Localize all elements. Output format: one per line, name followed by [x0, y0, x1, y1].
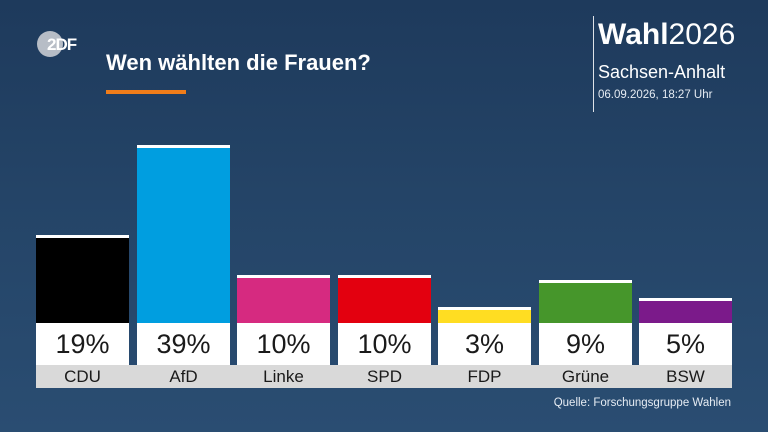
brand-year: 2026 [668, 18, 736, 51]
bar-cap-bsw [639, 298, 732, 301]
bar-linke [237, 278, 330, 323]
brand-divider [593, 16, 594, 112]
timestamp: 06.09.2026, 18:27 Uhr [598, 89, 713, 101]
category-label-cdu: CDU [36, 365, 129, 388]
title-accent-line [106, 90, 186, 94]
value-label-fdp: 3% [438, 323, 531, 365]
chart-title: Wen wählten die Frauen? [106, 50, 371, 75]
category-label-bsw: BSW [639, 365, 732, 388]
category-label-linke: Linke [237, 365, 330, 388]
bar-cap-spd [338, 275, 431, 278]
region-label: Sachsen-Anhalt [598, 62, 726, 82]
category-label-afd: AfD [137, 365, 230, 388]
category-label-spd: SPD [338, 365, 431, 388]
bar-cap-linke [237, 275, 330, 278]
value-label-grüne: 9% [539, 323, 632, 365]
bar-spd [338, 278, 431, 323]
category-label-fdp: FDP [438, 365, 531, 388]
value-label-spd: 10% [338, 323, 431, 365]
election-brand: Wahl2026 [598, 20, 735, 50]
value-label-linke: 10% [237, 323, 330, 365]
category-label-grüne: Grüne [539, 365, 632, 388]
svg-text:2DF: 2DF [47, 35, 77, 54]
bar-grüne [539, 283, 632, 323]
bar-bsw [639, 301, 732, 323]
source-note: Quelle: Forschungsgruppe Wahlen [553, 397, 731, 409]
bar-fdp [438, 310, 531, 323]
value-label-afd: 39% [137, 323, 230, 365]
bar-cap-grüne [539, 280, 632, 283]
bar-cap-cdu [36, 235, 129, 238]
bar-cdu [36, 238, 129, 323]
bar-cap-afd [137, 145, 230, 148]
brand-wahl: Wahl [598, 18, 669, 51]
value-label-bsw: 5% [639, 323, 732, 365]
bar-cap-fdp [438, 307, 531, 310]
bar-afd [137, 148, 230, 323]
zdf-logo: 2DF [37, 31, 78, 57]
value-label-cdu: 19% [36, 323, 129, 365]
